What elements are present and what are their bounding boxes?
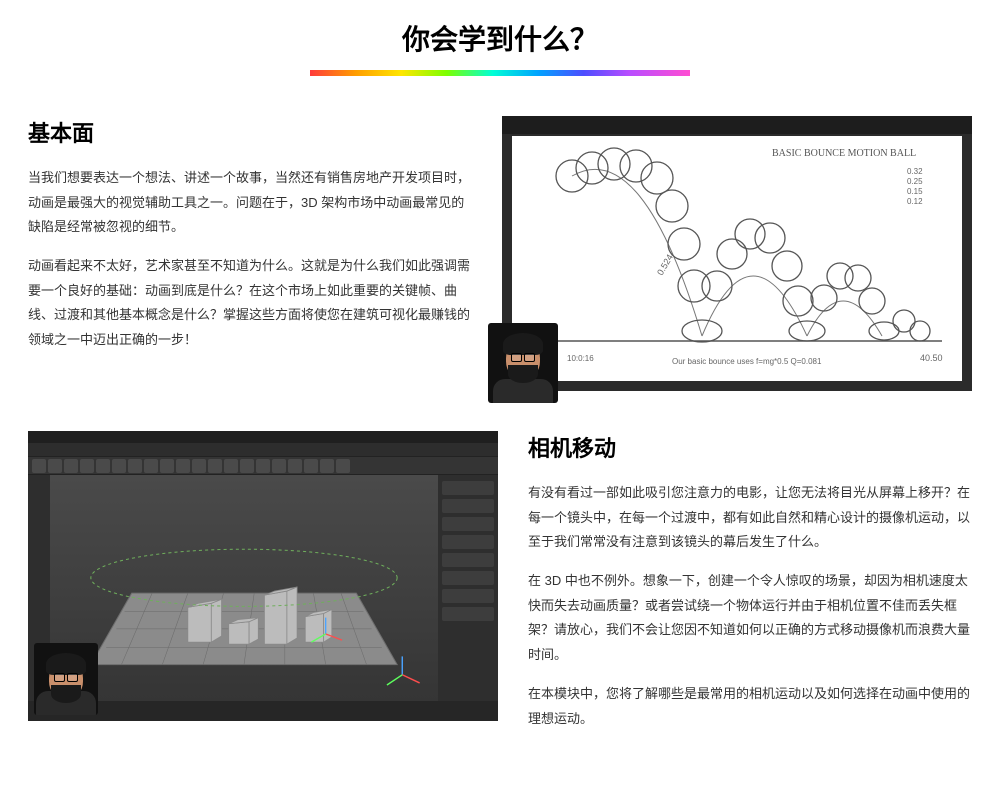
page-title: 你会学到什么？ — [0, 0, 1000, 70]
svg-text:40.50: 40.50 — [920, 353, 943, 363]
whiteboard-screenshot: BASIC BOUNCE MOTION BALL 0.32 0.25 0.15 … — [502, 116, 972, 391]
app-titlebar — [28, 431, 498, 443]
svg-text:0.524: 0.524 — [655, 252, 675, 277]
svg-text:Our basic bounce uses f=mg*0: Our basic bounce uses f=mg*0.5 Q=0.081 — [672, 357, 822, 366]
whiteboard-canvas: BASIC BOUNCE MOTION BALL 0.32 0.25 0.15 … — [512, 136, 962, 381]
paragraph: 在本模块中，您将了解哪些是最常用的相机运动以及如何选择在动画中使用的理想运动。 — [528, 682, 972, 731]
app-toolbar — [28, 457, 498, 475]
section-fundamentals: 基本面 当我们想要表达一个想法、讲述一个故事，当然还有销售房地产开发项目时，动画… — [0, 116, 1000, 431]
image-column: BASIC BOUNCE MOTION BALL 0.32 0.25 0.15 … — [502, 116, 972, 391]
3d-app-screenshot — [28, 431, 498, 721]
svg-text:0.12: 0.12 — [907, 197, 923, 206]
app-menubar — [28, 443, 498, 457]
sketch-caption: BASIC BOUNCE MOTION BALL — [772, 148, 916, 159]
rainbow-divider — [310, 70, 690, 76]
svg-text:10:0:16: 10:0:16 — [567, 354, 594, 363]
paragraph: 当我们想要表达一个想法、讲述一个故事，当然还有销售房地产开发项目时，动画是最强大… — [28, 166, 472, 240]
svg-text:0.32: 0.32 — [907, 167, 923, 176]
image-column — [28, 431, 498, 721]
text-column: 相机移动 有没有看过一部如此吸引您注意力的电影，让您无法将目光从屏幕上移开？在每… — [528, 431, 972, 745]
3d-viewport — [50, 475, 438, 701]
paragraph: 有没有看过一部如此吸引您注意力的电影，让您无法将目光从屏幕上移开？在每一个镜头中… — [528, 481, 972, 555]
svg-text:0.25: 0.25 — [907, 177, 923, 186]
app-titlebar — [502, 116, 972, 134]
paragraph: 动画看起来不太好，艺术家甚至不知道为什么。这就是为什么我们如此强调需要一个良好的… — [28, 254, 472, 353]
section-title: 相机移动 — [528, 431, 972, 463]
svg-text:0.15: 0.15 — [907, 187, 923, 196]
text-column: 基本面 当我们想要表达一个想法、讲述一个故事，当然还有销售房地产开发项目时，动画… — [28, 116, 472, 367]
paragraph: 在 3D 中也不例外。想象一下，创建一个令人惊叹的场景，却因为相机速度太快而失去… — [528, 569, 972, 668]
instructor-webcam — [488, 323, 558, 403]
app-right-panel — [438, 475, 498, 701]
instructor-webcam — [34, 643, 98, 715]
app-statusbar — [28, 701, 498, 721]
section-camera-movement: 相机移动 有没有看过一部如此吸引您注意力的电影，让您无法将目光从屏幕上移开？在每… — [0, 431, 1000, 785]
section-title: 基本面 — [28, 116, 472, 148]
